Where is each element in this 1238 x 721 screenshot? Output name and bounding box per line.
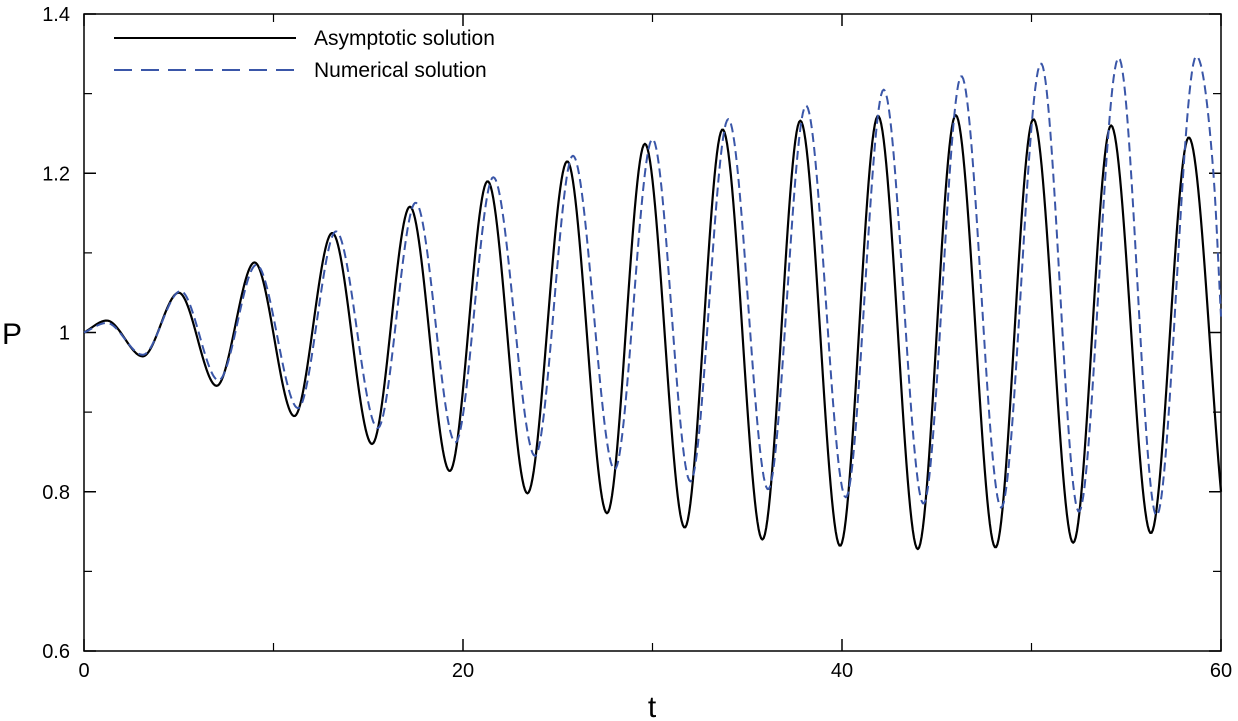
plot-frame (83, 13, 1222, 652)
y-tick-label: 1.4 (42, 4, 70, 26)
plot-border (83, 13, 1222, 652)
y-tick-label: 1.2 (42, 163, 70, 185)
y-axis-title: P (2, 318, 22, 351)
x-tick-label: 20 (452, 660, 474, 682)
x-axis-title: t (648, 691, 657, 721)
legend-label-asymptotic: Asymptotic solution (314, 27, 495, 50)
y-tick-label: 0.6 (42, 641, 70, 663)
series-layer (83, 55, 1223, 551)
x-tick-label: 60 (1210, 660, 1232, 682)
tick-labels: 0.6 0.8 1 1.2 1.4 0 20 40 60 (42, 4, 1232, 682)
y-tick-label: 1 (59, 323, 70, 345)
x-tick-label: 40 (831, 660, 853, 682)
legend: Asymptotic solution Numerical solution (114, 27, 495, 82)
series-line-asymptotic (83, 114, 1223, 551)
legend-label-numerical: Numerical solution (314, 59, 487, 82)
x-tick-label: 0 (78, 660, 89, 682)
y-tick-label: 0.8 (42, 482, 70, 504)
axis-ticks (83, 13, 1222, 652)
series-line-numerical (83, 55, 1222, 517)
